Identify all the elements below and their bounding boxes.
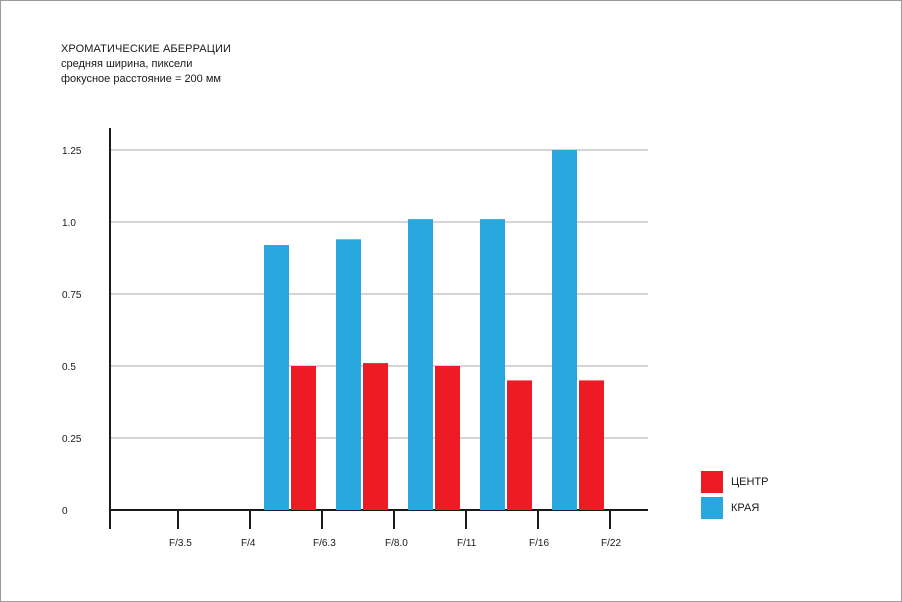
bar-edges [552, 150, 577, 510]
y-tick-label: 0.75 [62, 290, 82, 301]
y-tick-label: 1.0 [62, 218, 76, 229]
bar-center [507, 380, 532, 510]
legend-item-edges: КРАЯ [701, 497, 768, 519]
legend-swatch-edges [701, 497, 723, 519]
x-tick-label: F/4 [241, 538, 256, 549]
y-tick-label: 1.25 [62, 146, 82, 157]
legend-swatch-center [701, 471, 723, 493]
y-tick-label: 0 [62, 506, 68, 517]
y-tick-label: 0.25 [62, 434, 82, 445]
x-tick-label: F/3.5 [169, 538, 192, 549]
bar-center [363, 363, 388, 510]
legend-label-center: ЦЕНТР [731, 476, 769, 488]
bar-center [291, 366, 316, 510]
legend-label-edges: КРАЯ [731, 502, 760, 514]
x-tick-label: F/8.0 [385, 538, 408, 549]
x-tick-label: F/6.3 [313, 538, 336, 549]
chart-note: фокусное расстояние = 200 мм [61, 73, 221, 85]
x-tick-label: F/11 [457, 538, 477, 549]
chart-subtitle: средняя ширина, пиксели [61, 58, 193, 70]
bar-edges [264, 245, 289, 511]
bar-edges [336, 239, 361, 510]
chart-header: ХРОМАТИЧЕСКИЕ АБЕРРАЦИИ средняя ширина, … [61, 42, 231, 87]
x-tick-label: F/16 [529, 538, 549, 549]
legend-item-center: ЦЕНТР [701, 471, 768, 493]
bar-edges [480, 219, 505, 510]
bar-edges [408, 219, 433, 510]
chart-title: ХРОМАТИЧЕСКИЕ АБЕРРАЦИИ [61, 43, 231, 55]
legend: ЦЕНТР КРАЯ [701, 471, 768, 523]
y-tick-label: 0.5 [62, 362, 76, 373]
x-tick-label: F/22 [601, 538, 621, 549]
bar-center [579, 380, 604, 510]
bar-center [435, 366, 460, 510]
